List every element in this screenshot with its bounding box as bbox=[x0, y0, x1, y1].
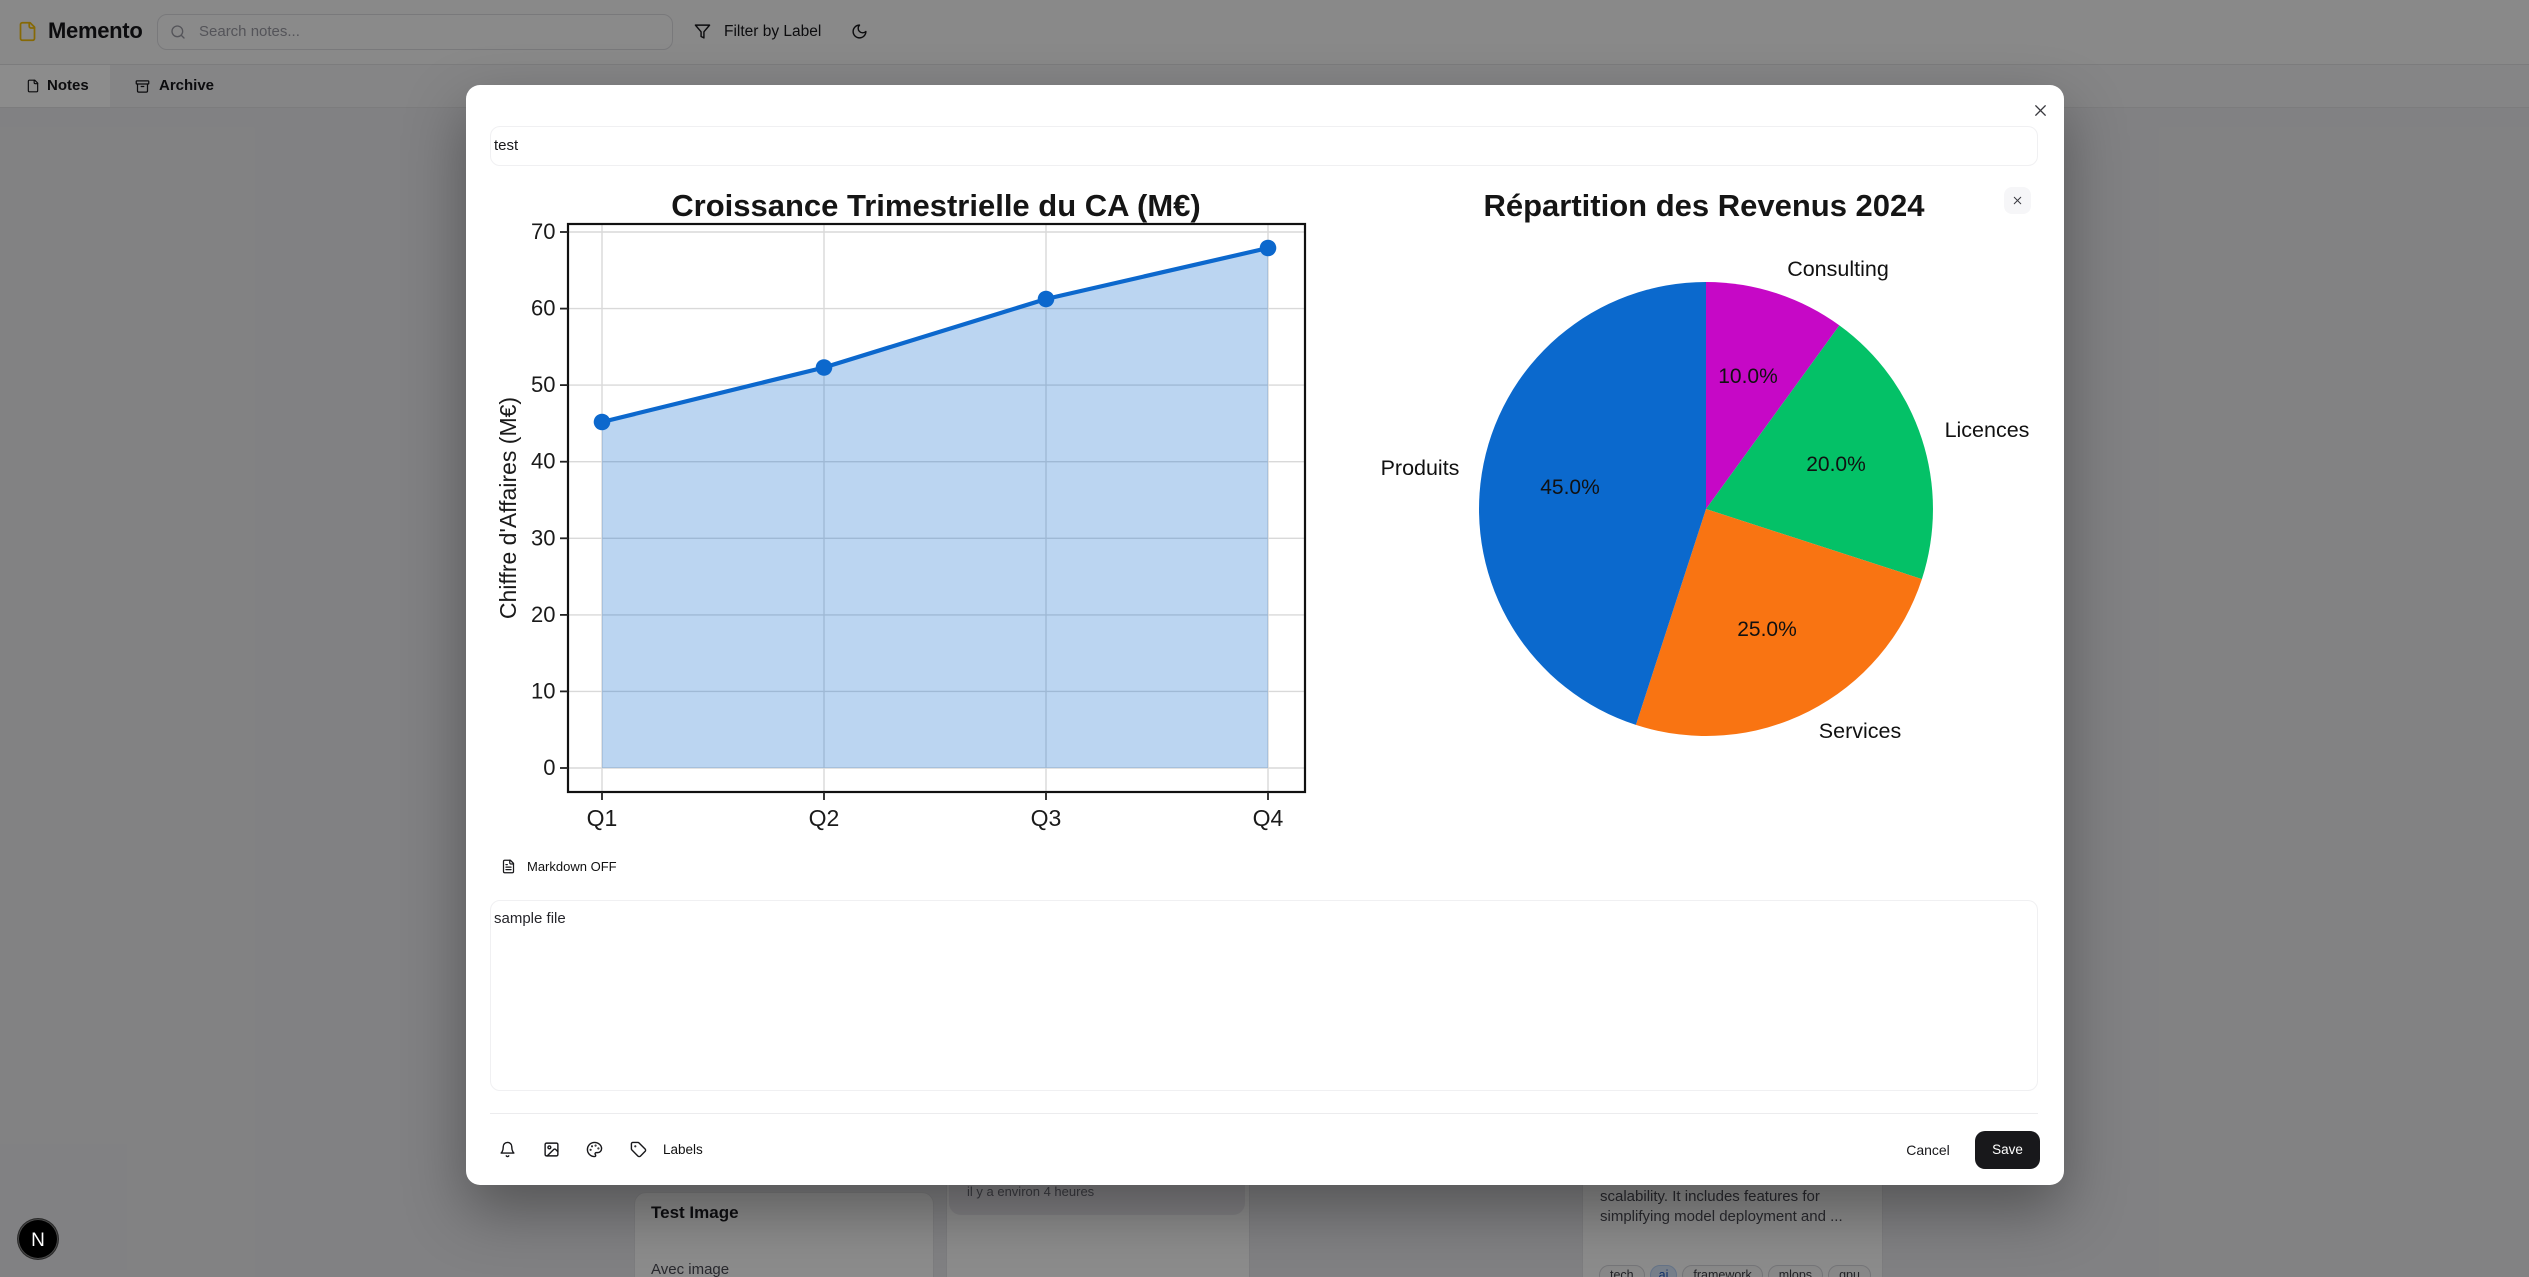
svg-text:70: 70 bbox=[531, 219, 555, 244]
svg-text:20.0%: 20.0% bbox=[1806, 453, 1866, 476]
svg-text:Q2: Q2 bbox=[809, 805, 840, 831]
svg-text:Chiffre d'Affaires (M€): Chiffre d'Affaires (M€) bbox=[495, 397, 521, 619]
svg-text:Consulting: Consulting bbox=[1787, 257, 1889, 281]
svg-text:10.0%: 10.0% bbox=[1718, 365, 1778, 388]
svg-text:45.0%: 45.0% bbox=[1540, 476, 1600, 499]
svg-text:10: 10 bbox=[531, 678, 555, 703]
svg-text:30: 30 bbox=[531, 525, 555, 550]
svg-text:Croissance Trimestrielle du CA: Croissance Trimestrielle du CA (M€) bbox=[671, 188, 1200, 223]
svg-text:N: N bbox=[31, 1230, 45, 1251]
svg-text:40: 40 bbox=[531, 449, 555, 474]
svg-text:Licences: Licences bbox=[1945, 418, 2030, 442]
svg-text:Répartition des Revenus 2024: Répartition des Revenus 2024 bbox=[1483, 188, 1925, 223]
svg-text:0: 0 bbox=[543, 755, 555, 780]
svg-text:Produits: Produits bbox=[1381, 456, 1460, 480]
svg-text:Q4: Q4 bbox=[1253, 805, 1284, 831]
svg-text:60: 60 bbox=[531, 296, 555, 321]
svg-text:Services: Services bbox=[1819, 719, 1901, 743]
svg-text:Q3: Q3 bbox=[1031, 805, 1062, 831]
svg-text:20: 20 bbox=[531, 602, 555, 627]
svg-text:25.0%: 25.0% bbox=[1737, 618, 1797, 641]
svg-text:Q1: Q1 bbox=[587, 805, 618, 831]
svg-text:50: 50 bbox=[531, 372, 555, 397]
